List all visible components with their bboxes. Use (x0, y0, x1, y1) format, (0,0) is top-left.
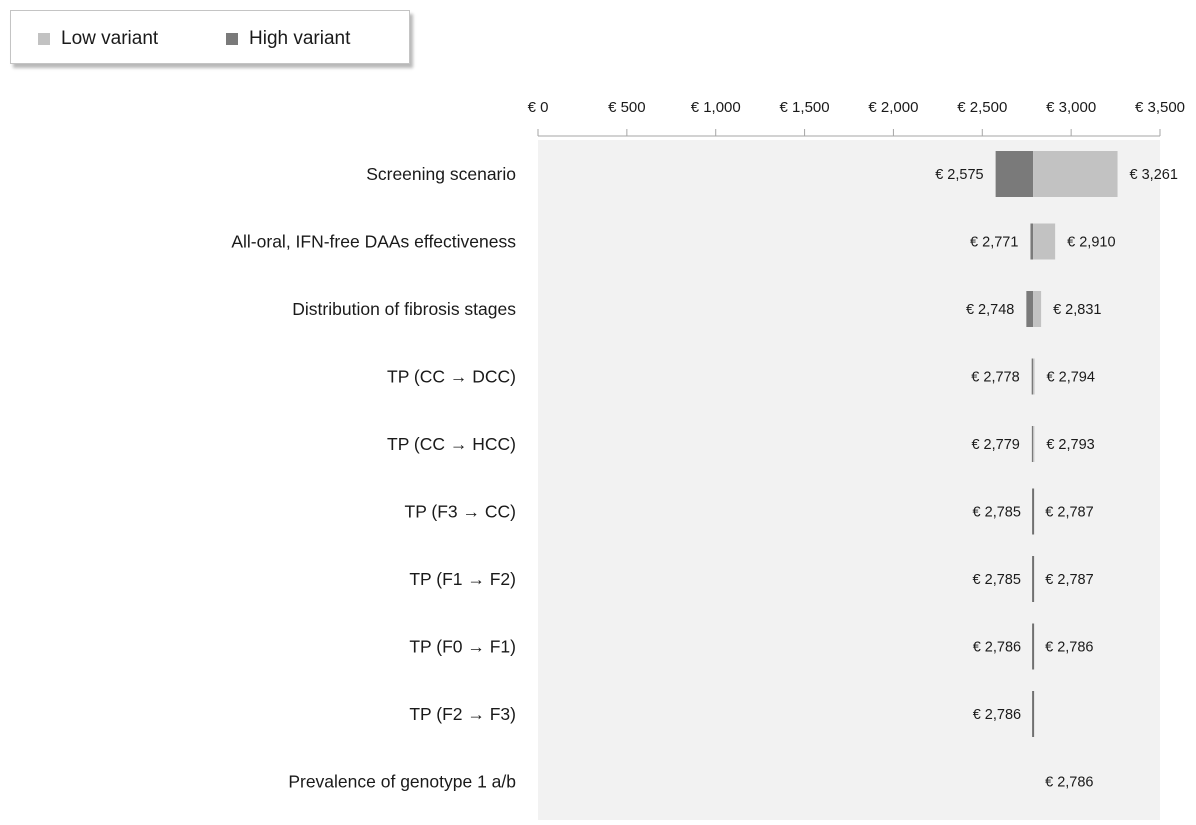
x-axis-tick-label: € 2,000 (868, 99, 918, 116)
bar-low-variant (1033, 151, 1118, 197)
value-label-left: € 2,575 (935, 167, 983, 183)
value-label-left: € 2,771 (970, 235, 1018, 251)
category-label: All-oral, IFN-free DAAs effectiveness (231, 232, 516, 252)
value-label-left: € 2,785 (973, 505, 1021, 521)
bar-low-variant (1033, 291, 1042, 327)
x-axis-tick-label: € 3,000 (1046, 99, 1096, 116)
bar-high-variant (1031, 426, 1034, 462)
legend-item-high-variant: High variant (226, 28, 350, 50)
value-label-left: € 2,779 (971, 437, 1019, 453)
value-label-right: € 2,786 (1045, 775, 1093, 791)
bar-low-variant (1033, 426, 1035, 462)
x-axis-tick-label: € 500 (608, 99, 646, 116)
value-label-left: € 2,786 (973, 707, 1021, 723)
value-label-right: € 2,787 (1045, 572, 1093, 588)
bar-marker (1032, 488, 1035, 535)
category-label: TP (F0 → F1) (409, 637, 516, 657)
bar-high-variant (995, 151, 1034, 197)
legend-swatch-low-variant (38, 33, 50, 45)
x-axis-tick-label: € 1,500 (780, 99, 830, 116)
x-axis-tick-label: € 1,000 (691, 99, 741, 116)
category-label: TP (CC → DCC) (387, 367, 516, 387)
bar-marker (1032, 623, 1035, 670)
bar-low-variant (1033, 358, 1035, 395)
x-axis-tick-label: € 2,500 (957, 99, 1007, 116)
bar-high-variant (1026, 291, 1034, 327)
legend-swatch-high-variant (226, 33, 238, 45)
category-label: Prevalence of genotype 1 a/b (288, 772, 516, 792)
category-label: TP (F1 → F2) (409, 569, 516, 589)
value-label-left: € 2,748 (966, 302, 1014, 318)
category-label: TP (CC → HCC) (387, 434, 516, 454)
bar-marker (1032, 556, 1035, 602)
chart-legend: Low variant High variant (10, 10, 410, 64)
x-axis-tick-label: € 3,500 (1135, 99, 1185, 116)
category-label: TP (F3 → CC) (405, 502, 517, 522)
x-axis-tick-label: € 0 (528, 99, 549, 116)
bar-low-variant (1033, 223, 1056, 260)
value-label-left: € 2,778 (971, 370, 1019, 386)
value-label-left: € 2,786 (973, 640, 1021, 656)
value-label-right: € 2,831 (1053, 302, 1101, 318)
bar-high-variant (1030, 223, 1034, 260)
category-label: Screening scenario (366, 164, 516, 184)
bar-high-variant (1031, 358, 1034, 395)
value-label-right: € 2,793 (1046, 437, 1094, 453)
value-label-left: € 2,785 (973, 572, 1021, 588)
value-label-right: € 2,787 (1045, 505, 1093, 521)
legend-label-high-variant: High variant (249, 28, 351, 49)
value-label-right: € 2,910 (1067, 235, 1115, 251)
value-label-right: € 2,794 (1047, 370, 1095, 386)
legend-item-low-variant: Low variant (38, 28, 158, 50)
value-label-right: € 2,786 (1045, 640, 1093, 656)
category-label: TP (F2 → F3) (409, 704, 516, 724)
plot-area (538, 140, 1160, 820)
bar-marker (1032, 691, 1035, 737)
value-label-right: € 3,261 (1130, 167, 1178, 183)
category-label: Distribution of fibrosis stages (292, 299, 516, 319)
legend-label-low-variant: Low variant (61, 28, 159, 49)
